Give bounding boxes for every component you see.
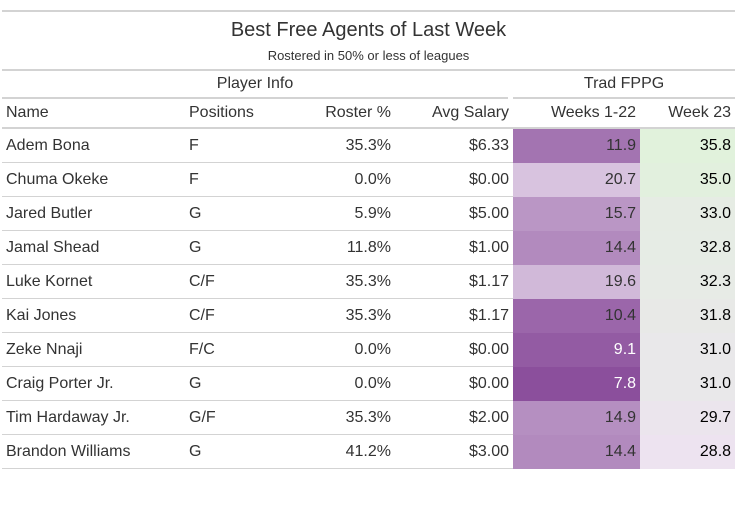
col-header-name: Name: [2, 99, 185, 129]
cell-weeks: 9.1: [513, 332, 641, 367]
spanner-player-info: Player Info: [2, 71, 509, 99]
table-body: Adem Bona F 35.3% $6.33 11.9 35.8 Chuma Okeke F…: [2, 128, 736, 469]
cell-name: Kai Jones: [2, 298, 185, 333]
cell-week23: 32.8: [640, 230, 736, 265]
cell-week23: 31.0: [640, 366, 736, 401]
cell-salary: $1.17: [395, 298, 514, 333]
cell-salary: $5.00: [395, 196, 514, 231]
cell-week23: 29.7: [640, 400, 736, 435]
cell-roster: 35.3%: [285, 400, 395, 435]
cell-name: Jamal Shead: [2, 230, 185, 265]
cell-week23: 31.0: [640, 332, 736, 367]
cell-salary: $0.00: [395, 332, 514, 367]
cell-name: Brandon Williams: [2, 434, 185, 469]
cell-name: Adem Bona: [2, 128, 185, 163]
table-row: Craig Porter Jr. G 0.0% $0.00 7.8 31.0: [2, 366, 736, 401]
table-row: Tim Hardaway Jr. G/F 35.3% $2.00 14.9 29.7: [2, 400, 736, 435]
col-header-roster: Roster %: [285, 99, 395, 129]
cell-positions: C/F: [185, 264, 285, 299]
cell-roster: 35.3%: [285, 298, 395, 333]
cell-name: Zeke Nnaji: [2, 332, 185, 367]
col-header-salary: Avg Salary: [395, 99, 514, 129]
cell-positions: G: [185, 434, 285, 469]
cell-salary: $1.17: [395, 264, 514, 299]
table-row: Luke Kornet C/F 35.3% $1.17 19.6 32.3: [2, 264, 736, 299]
cell-week23: 31.8: [640, 298, 736, 333]
table-row: Brandon Williams G 41.2% $3.00 14.4 28.8: [2, 434, 736, 469]
table-row: Jamal Shead G 11.8% $1.00 14.4 32.8: [2, 230, 736, 265]
cell-weeks: 11.9: [513, 128, 641, 163]
cell-week23: 33.0: [640, 196, 736, 231]
col-header-positions: Positions: [185, 99, 285, 129]
cell-roster: 0.0%: [285, 162, 395, 197]
spanner-row: Player Info Trad FPPG: [2, 71, 736, 99]
table-container: Best Free Agents of Last Week Rostered i…: [2, 10, 736, 469]
cell-roster: 35.3%: [285, 128, 395, 163]
cell-name: Chuma Okeke: [2, 162, 185, 197]
cell-week23: 35.8: [640, 128, 736, 163]
cell-salary: $3.00: [395, 434, 514, 469]
cell-week23: 32.3: [640, 264, 736, 299]
table-row: Zeke Nnaji F/C 0.0% $0.00 9.1 31.0: [2, 332, 736, 367]
cell-name: Luke Kornet: [2, 264, 185, 299]
top-rule: [2, 10, 735, 12]
cell-positions: G: [185, 196, 285, 231]
table-subtitle: Rostered in 50% or less of leagues: [267, 48, 470, 63]
cell-roster: 0.0%: [285, 366, 395, 401]
cell-week23: 35.0: [640, 162, 736, 197]
cell-weeks: 19.6: [513, 264, 641, 299]
cell-positions: F/C: [185, 332, 285, 367]
cell-weeks: 14.4: [513, 230, 641, 265]
cell-salary: $0.00: [395, 366, 514, 401]
table-row: Kai Jones C/F 35.3% $1.17 10.4 31.8: [2, 298, 736, 333]
cell-name: Craig Porter Jr.: [2, 366, 185, 401]
cell-weeks: 14.9: [513, 400, 641, 435]
cell-weeks: 10.4: [513, 298, 641, 333]
cell-positions: C/F: [185, 298, 285, 333]
cell-weeks: 20.7: [513, 162, 641, 197]
cell-salary: $6.33: [395, 128, 514, 163]
header-rule: [2, 69, 735, 71]
table-row: Jared Butler G 5.9% $5.00 15.7 33.0: [2, 196, 736, 231]
cell-week23: 28.8: [640, 434, 736, 469]
cell-positions: G/F: [185, 400, 285, 435]
col-header-weeks: Weeks 1-22: [513, 99, 641, 129]
cell-positions: G: [185, 366, 285, 401]
cell-salary: $0.00: [395, 162, 514, 197]
cell-roster: 11.8%: [285, 230, 395, 265]
cell-salary: $1.00: [395, 230, 514, 265]
cell-positions: F: [185, 162, 285, 197]
free-agents-table: Player Info Trad FPPG Name Positions Ros…: [2, 71, 736, 469]
cell-roster: 5.9%: [285, 196, 395, 231]
cell-salary: $2.00: [395, 400, 514, 435]
table-row: Chuma Okeke F 0.0% $0.00 20.7 35.0: [2, 162, 736, 197]
col-header-week23: Week 23: [640, 99, 736, 129]
cell-roster: 41.2%: [285, 434, 395, 469]
table-title: Best Free Agents of Last Week: [230, 19, 507, 41]
cell-positions: F: [185, 128, 285, 163]
cell-roster: 35.3%: [285, 264, 395, 299]
column-header-row: Name Positions Roster % Avg Salary Weeks…: [2, 99, 736, 129]
cell-weeks: 14.4: [513, 434, 641, 469]
cell-name: Tim Hardaway Jr.: [2, 400, 185, 435]
cell-roster: 0.0%: [285, 332, 395, 367]
cell-name: Jared Butler: [2, 196, 185, 231]
table-row: Adem Bona F 35.3% $6.33 11.9 35.8: [2, 128, 736, 163]
spanner-trad-fppg: Trad FPPG: [513, 71, 736, 99]
cell-weeks: 7.8: [513, 366, 641, 401]
cell-weeks: 15.7: [513, 196, 641, 231]
cell-positions: G: [185, 230, 285, 265]
